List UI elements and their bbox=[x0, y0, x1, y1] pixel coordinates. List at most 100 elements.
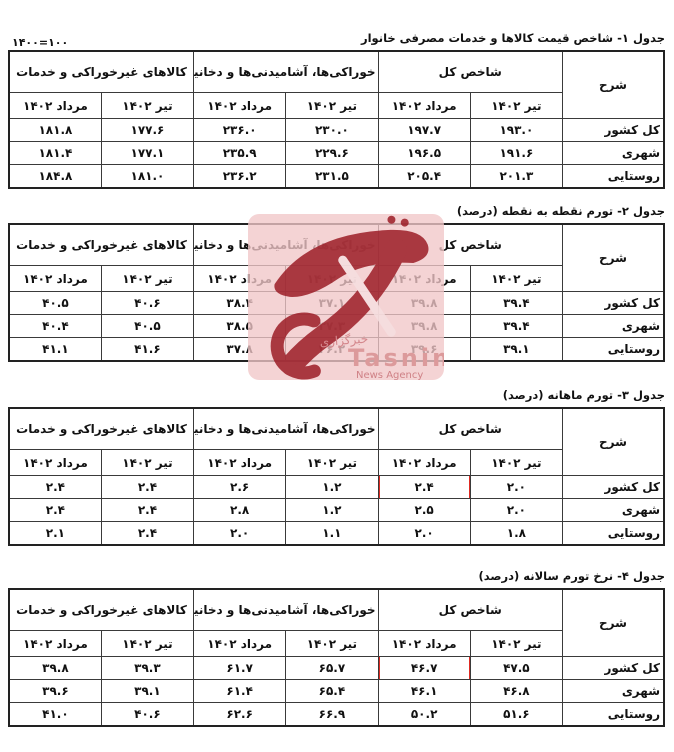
value-cell: ۱۸۴.۸ bbox=[8, 164, 102, 189]
row-label: روستایی bbox=[561, 702, 665, 727]
value-cell: ۳۹.۴ bbox=[469, 291, 563, 315]
value-cell: ۱.۸ bbox=[469, 521, 563, 546]
desc-column-header: شرح bbox=[561, 588, 665, 657]
month-header-g2-1: مرداد ۱۴۰۲ bbox=[8, 265, 102, 292]
month-header-g0-1: مرداد ۱۴۰۲ bbox=[377, 92, 471, 119]
value-cell: ۳۹.۶ bbox=[377, 337, 471, 362]
value-cell: ۲.۰ bbox=[377, 521, 471, 546]
row-label: روستایی bbox=[561, 164, 665, 189]
value-cell: ۲.۴ bbox=[100, 521, 195, 546]
point-to-point-inflation-table: شرح شاخص کل خوراکی‌ها، آشامیدنی‌ها و دخانی… bbox=[8, 223, 665, 362]
value-cell: ۴۱.۰ bbox=[8, 702, 102, 727]
table-section-1: جدول ۱- شاخص قیمت کالاها و خدمات مصرفی خ… bbox=[8, 31, 665, 189]
month-header-g1-0: تیر ۱۴۰۲ bbox=[285, 630, 379, 657]
table-row: شهری ۳۹.۴ ۳۹.۸ ۳۷.۳ ۳۸.۵ ۴۰.۵ ۴۰.۴ bbox=[8, 314, 665, 338]
desc-column-header: شرح bbox=[561, 50, 665, 119]
table-row: کل کشور ۳۹.۴ ۳۹.۸ ۳۷.۱ ۳۸.۴ ۴۰.۶ ۴۰.۵ bbox=[8, 291, 665, 315]
monthly-inflation-table: شرح شاخص کل خوراکی‌ها، آشامیدنی‌ها و دخانی… bbox=[8, 407, 665, 546]
value-cell: ۳۸.۵ bbox=[193, 314, 287, 338]
group-header-0: شاخص کل bbox=[377, 588, 563, 631]
month-header-g2-1: مرداد ۱۴۰۲ bbox=[8, 630, 102, 657]
table-row: روستایی ۳۹.۱ ۳۹.۶ ۳۶.۲ ۳۷.۸ ۴۱.۶ ۴۱.۱ bbox=[8, 337, 665, 362]
value-cell: ۶۵.۷ bbox=[285, 656, 379, 680]
value-cell: ۲.۶ bbox=[193, 475, 287, 499]
month-header-g1-1: مرداد ۱۴۰۲ bbox=[193, 92, 287, 119]
base-year-note: ۱۴۰۰=۱۰۰ bbox=[12, 36, 69, 49]
month-header-g1-1: مرداد ۱۴۰۲ bbox=[193, 265, 287, 292]
row-label: کل کشور bbox=[561, 475, 665, 499]
group-header-2: کالاهای غیرخوراکی و خدمات bbox=[8, 407, 195, 450]
table-section-2: جدول ۲- تورم نقطه به نقطه (درصد) شرح شاخص… bbox=[8, 204, 665, 362]
value-cell: ۶۱.۷ bbox=[193, 656, 287, 680]
value-cell: ۳۹.۸ bbox=[8, 656, 102, 680]
value-cell: ۳۸.۴ bbox=[193, 291, 287, 315]
value-cell: ۱۸۱.۸ bbox=[8, 118, 102, 142]
group-header-2: کالاهای غیرخوراکی و خدمات bbox=[8, 50, 195, 93]
value-cell: ۶۶.۹ bbox=[285, 702, 379, 727]
row-label: شهری bbox=[561, 498, 665, 522]
value-cell: ۲.۴ bbox=[8, 475, 102, 499]
value-cell: ۳۹.۶ bbox=[8, 679, 102, 703]
value-cell: ۱۷۷.۱ bbox=[100, 141, 195, 165]
value-cell: ۲۳۶.۲ bbox=[193, 164, 287, 189]
value-cell: ۲۳۱.۵ bbox=[285, 164, 379, 189]
value-cell: ۱۸۱.۴ bbox=[8, 141, 102, 165]
row-label: کل کشور bbox=[561, 118, 665, 142]
value-cell: ۱.۱ bbox=[285, 521, 379, 546]
value-cell: ۵۱.۶ bbox=[469, 702, 563, 727]
group-header-2: کالاهای غیرخوراکی و خدمات bbox=[8, 223, 195, 266]
value-cell: ۲۰۵.۴ bbox=[377, 164, 471, 189]
month-header-g2-0: تیر ۱۴۰۲ bbox=[100, 630, 195, 657]
month-header-g1-0: تیر ۱۴۰۲ bbox=[285, 449, 379, 476]
table-section-4: جدول ۴- نرخ تورم سالانه (درصد) شرح شاخص ک… bbox=[8, 569, 665, 727]
value-cell: ۳۹.۴ bbox=[469, 314, 563, 338]
value-cell: ۲.۰ bbox=[469, 475, 563, 499]
value-cell: ۱۹۳.۰ bbox=[469, 118, 563, 142]
value-cell: ۴۷.۵ bbox=[469, 656, 563, 680]
value-cell: ۲۰۱.۳ bbox=[469, 164, 563, 189]
table-row: کل کشور ۱۹۳.۰ ۱۹۷.۷ ۲۳۰.۰ ۲۳۶.۰ ۱۷۷.۶ ۱۸۱.۸ bbox=[8, 118, 665, 142]
month-header-g0-0: تیر ۱۴۰۲ bbox=[469, 92, 563, 119]
value-cell: ۴۱.۶ bbox=[100, 337, 195, 362]
price-index-table: شرح شاخص کل خوراکی‌ها، آشامیدنی‌ها و دخانی… bbox=[8, 50, 665, 189]
value-cell: ۳۹.۸ bbox=[377, 291, 471, 315]
value-cell: ۵۰.۲ bbox=[377, 702, 471, 727]
highlight-box bbox=[379, 657, 470, 679]
value-cell: ۴۰.۵ bbox=[100, 314, 195, 338]
value-cell: ۲.۵ bbox=[377, 498, 471, 522]
table-row: شهری ۴۶.۸ ۴۶.۱ ۶۵.۴ ۶۱.۴ ۳۹.۱ ۳۹.۶ bbox=[8, 679, 665, 703]
group-header-0: شاخص کل bbox=[377, 407, 563, 450]
table-row: کل کشور ۲.۰ ۲.۴ ۱.۲ ۲.۶ ۲.۴ ۲.۴ bbox=[8, 475, 665, 499]
value-cell: ۳۹.۸ bbox=[377, 314, 471, 338]
month-header-g1-1: مرداد ۱۴۰۲ bbox=[193, 630, 287, 657]
row-label: شهری bbox=[561, 314, 665, 338]
table-title-3: جدول ۳- تورم ماهانه (درصد) bbox=[502, 388, 665, 402]
value-cell: ۱۹۷.۷ bbox=[377, 118, 471, 142]
month-header-g2-0: تیر ۱۴۰۲ bbox=[100, 449, 195, 476]
value-cell: ۱.۲ bbox=[285, 498, 379, 522]
table-row: شهری ۱۹۱.۶ ۱۹۶.۵ ۲۲۹.۶ ۲۳۵.۹ ۱۷۷.۱ ۱۸۱.۴ bbox=[8, 141, 665, 165]
value-cell: ۳۶.۲ bbox=[285, 337, 379, 362]
value-cell: ۴۶.۱ bbox=[377, 679, 471, 703]
group-header-0: شاخص کل bbox=[377, 50, 563, 93]
table-row: روستایی ۵۱.۶ ۵۰.۲ ۶۶.۹ ۶۲.۶ ۴۰.۶ ۴۱.۰ bbox=[8, 702, 665, 727]
group-header-1: خوراکی‌ها، آشامیدنی‌ها و دخانیات bbox=[193, 407, 379, 450]
annual-inflation-table: شرح شاخص کل خوراکی‌ها، آشامیدنی‌ها و دخانی… bbox=[8, 588, 665, 727]
value-cell: ۳۷.۸ bbox=[193, 337, 287, 362]
value-cell: ۴۰.۴ bbox=[8, 314, 102, 338]
value-cell: ۲۳۰.۰ bbox=[285, 118, 379, 142]
month-header-g1-0: تیر ۱۴۰۲ bbox=[285, 92, 379, 119]
value-cell: ۲۳۵.۹ bbox=[193, 141, 287, 165]
month-header-g2-0: تیر ۱۴۰۲ bbox=[100, 92, 195, 119]
month-header-g1-1: مرداد ۱۴۰۲ bbox=[193, 449, 287, 476]
value-cell: ۱۸۱.۰ bbox=[100, 164, 195, 189]
group-header-1: خوراکی‌ها، آشامیدنی‌ها و دخانیات bbox=[193, 588, 379, 631]
value-cell: ۲.۸ bbox=[193, 498, 287, 522]
value-cell: ۴۶.۸ bbox=[469, 679, 563, 703]
value-cell: ۲.۴ bbox=[100, 475, 195, 499]
value-cell: ۴۶.۷ bbox=[377, 656, 471, 680]
value-cell: ۲.۴ bbox=[8, 498, 102, 522]
group-header-2: کالاهای غیرخوراکی و خدمات bbox=[8, 588, 195, 631]
value-cell: ۴۰.۶ bbox=[100, 702, 195, 727]
